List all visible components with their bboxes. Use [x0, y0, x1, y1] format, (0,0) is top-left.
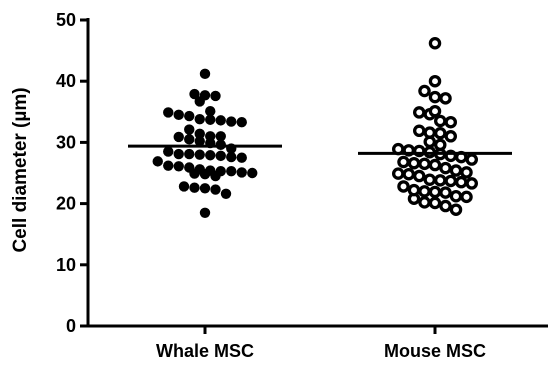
mouse-msc-point	[428, 158, 442, 172]
whale-msc-point	[194, 164, 205, 175]
mouse-msc-point	[465, 177, 478, 190]
mouse-msc-point	[454, 175, 468, 189]
whale-msc-point	[194, 113, 205, 125]
whale-msc-point	[205, 105, 216, 117]
mouse-msc-point	[428, 90, 442, 104]
whale-msc-point	[163, 160, 174, 171]
whale-msc-point	[199, 207, 211, 218]
whale-msc-point	[226, 165, 237, 177]
mouse-msc-point	[423, 173, 436, 186]
mouse-msc-point	[397, 155, 410, 169]
whale-msc-point	[199, 183, 211, 194]
whale-msc-point	[236, 167, 247, 178]
whale-msc-point	[173, 131, 184, 143]
whale-msc-point	[189, 182, 200, 193]
whale-msc-point	[205, 131, 216, 142]
whale-msc-point	[210, 90, 221, 102]
mouse-msc-point	[433, 174, 447, 187]
whale-msc-point	[184, 134, 195, 145]
whale-msc-point	[215, 131, 226, 142]
y-tick-label: 10	[56, 255, 76, 275]
whale-msc-point	[152, 156, 163, 167]
mouse-msc-point	[439, 92, 452, 105]
mouse-msc-point	[407, 156, 421, 170]
mouse-msc-point	[433, 138, 447, 152]
mouse-msc-point	[465, 153, 478, 166]
mouse-msc-point	[418, 196, 431, 209]
mouse-msc-point	[439, 161, 452, 175]
whale-msc-point	[247, 167, 258, 179]
whale-msc-point	[163, 146, 174, 157]
mouse-msc-point	[412, 106, 426, 119]
mouse-msc-point	[418, 185, 431, 198]
mouse-msc-point	[428, 104, 442, 118]
x-tick-label: Mouse MSC	[384, 341, 486, 361]
whale-msc-point	[226, 116, 237, 127]
mouse-msc-point	[412, 124, 426, 138]
whale-msc-point	[199, 90, 211, 101]
whale-msc-point	[210, 184, 221, 195]
y-axis-title: Cell diameter (µm)	[10, 87, 31, 252]
whale-msc-point	[220, 188, 232, 200]
y-tick-label: 30	[56, 132, 76, 152]
mouse-msc-point	[439, 186, 452, 199]
whale-msc-point	[173, 161, 184, 172]
mouse-msc-point	[460, 190, 473, 204]
whale-msc-point	[184, 162, 195, 173]
axes: 0 10 20 30 40 50 Whale MSC Mouse MSC	[56, 10, 548, 361]
whale-msc-point	[215, 165, 226, 177]
whale-msc-point	[173, 148, 184, 160]
whale-msc-point	[178, 181, 190, 192]
mouse-msc-point	[391, 167, 405, 180]
whale-msc-point	[215, 115, 226, 126]
mouse-msc-point	[460, 166, 473, 179]
whale-msc-point	[194, 135, 205, 147]
mouse-msc-point	[444, 130, 457, 143]
mouse-msc-point	[449, 203, 463, 216]
whale-msc-point	[173, 109, 184, 121]
y-tick-label: 50	[56, 10, 76, 30]
y-tick-label: 0	[66, 316, 76, 336]
mouse-msc-point	[418, 157, 431, 171]
whale-msc-point	[215, 150, 226, 162]
mouse-msc-point	[449, 190, 463, 203]
whale-msc-point	[184, 124, 195, 135]
mouse-msc-point	[439, 199, 452, 213]
whale-msc-point	[194, 149, 205, 160]
whale-msc-point	[205, 150, 216, 161]
mouse-msc-point	[428, 37, 442, 50]
mouse-msc-point	[444, 174, 457, 188]
y-tick-label: 40	[56, 71, 76, 91]
whale-msc-point	[226, 151, 237, 163]
y-tick-label: 20	[56, 194, 76, 214]
mouse-msc-point	[428, 74, 442, 88]
mouse-msc-point	[449, 164, 463, 177]
mouse-msc-point	[418, 84, 431, 98]
mouse-msc-point	[402, 167, 415, 181]
data-marks	[128, 37, 512, 218]
whale-msc-point	[236, 152, 247, 163]
mouse-msc-point	[444, 115, 457, 129]
whale-msc-point	[194, 128, 205, 140]
whale-msc-point	[205, 114, 216, 125]
mouse-msc-point	[433, 126, 447, 140]
whale-msc-point	[189, 88, 200, 100]
x-tick-label: Whale MSC	[156, 341, 254, 361]
mouse-msc-point	[407, 183, 421, 197]
whale-msc-point	[163, 107, 174, 118]
whale-msc-point	[205, 165, 216, 176]
whale-msc-point	[184, 148, 195, 160]
whale-msc-point	[199, 68, 211, 80]
labels: Cell diameter (µm)	[10, 87, 31, 252]
mouse-msc-point	[397, 180, 410, 193]
mouse-msc-point	[428, 185, 442, 199]
mouse-msc-point	[423, 126, 436, 139]
mouse-msc-point	[412, 169, 426, 183]
whale-msc-point	[184, 110, 195, 122]
mouse-msc-point	[433, 114, 447, 128]
whale-msc-point	[236, 117, 247, 128]
mouse-msc-point	[428, 196, 442, 210]
